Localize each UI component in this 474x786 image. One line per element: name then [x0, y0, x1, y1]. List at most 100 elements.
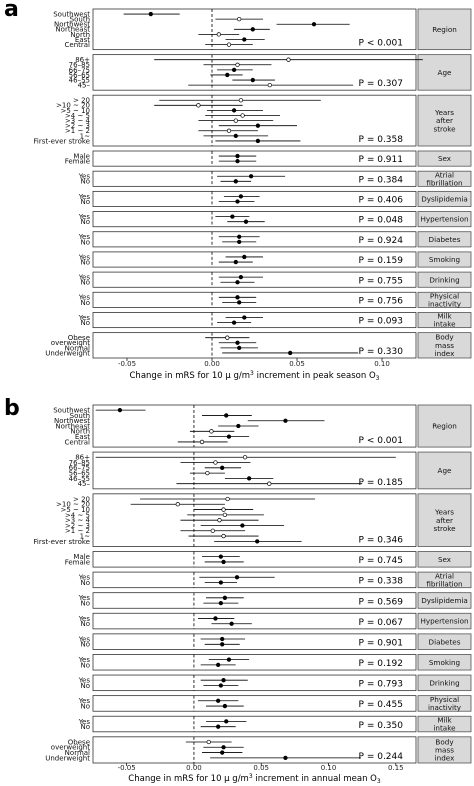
point-estimate-filled [240, 523, 245, 528]
row-label: No [80, 702, 90, 710]
strip-label: index [435, 349, 455, 358]
group-strip [417, 332, 472, 359]
strip-label: Years [434, 508, 454, 517]
row-label: East [75, 433, 90, 441]
group-frame [92, 190, 417, 207]
group-strip [417, 695, 472, 712]
p-value: P = 0.330 [359, 347, 404, 357]
group-frame [92, 654, 417, 671]
panel-label: a [4, 0, 19, 22]
point-estimate-filled [235, 280, 240, 285]
group-strip [417, 8, 472, 51]
row-label: Northeast [55, 26, 90, 34]
row-label: No [80, 258, 90, 266]
strip-label: Milk [437, 312, 452, 321]
strip-label: Age [438, 466, 452, 475]
point-estimate-filled [221, 559, 226, 565]
strip-label: Drinking [429, 275, 459, 284]
point-estimate-open [205, 470, 210, 476]
point-estimate-filled [238, 194, 244, 199]
x-axis: -0.05 0.00 0.05 0.10 Change in mRS for 10 μ … [118, 358, 390, 382]
group-strip [417, 715, 472, 733]
forest-panel-b: b RegionSouthwestSouthNorthwestNortheastN… [4, 396, 472, 785]
x-axis: -0.05 0.00 0.05 0.10 0.15 Change in mRS for 1… [118, 763, 404, 785]
p-value: P = 0.159 [359, 256, 404, 266]
point-estimate-filled [237, 239, 242, 245]
row-label: overweight [51, 744, 90, 752]
panel-label: b [4, 396, 20, 421]
x-axis-title-part: increment in annual mean O [253, 774, 377, 784]
group-frame [92, 271, 417, 288]
point-estimate-filled [233, 133, 238, 139]
x-axis-title-sub: 3 [377, 778, 381, 785]
x-tick-label: 0.15 [388, 764, 404, 772]
x-axis-title-part: Change in mRS for 10 μ g/m [128, 774, 249, 784]
row-label: 86+ [75, 454, 90, 462]
row-label: No [80, 600, 90, 608]
row-label: Southwest [53, 407, 90, 415]
point-estimate-filled [237, 345, 242, 351]
row-label: Yes [78, 697, 91, 705]
strip-label: Body [435, 737, 454, 746]
row-label: Northeast [55, 422, 90, 430]
point-estimate-filled [213, 616, 218, 621]
point-estimate-open [226, 128, 232, 133]
row-label: First-ever stroke [33, 137, 90, 145]
group-frame [92, 211, 417, 228]
group-frame [92, 170, 417, 187]
group-strip [417, 654, 472, 671]
strip-label: Drinking [429, 678, 459, 687]
group-frame [92, 291, 417, 308]
x-tick-label: 0.05 [253, 764, 269, 772]
point-estimate-filled [231, 108, 237, 113]
point-estimate-filled [230, 214, 235, 219]
point-estimate-open [267, 481, 272, 486]
p-value: P = 0.244 [359, 752, 404, 762]
point-estimate-filled [218, 580, 224, 585]
p-value: P < 0.001 [359, 436, 403, 446]
strip-label: Dyslipidemia [421, 195, 467, 204]
point-estimate-filled [242, 254, 247, 260]
point-estimate-filled [283, 755, 288, 761]
strip-label: inactivity [428, 703, 462, 712]
row-label: First-ever stroke [33, 538, 90, 546]
p-value: P = 0.338 [359, 577, 404, 587]
x-tick-label: 0.05 [289, 360, 305, 368]
group-region: Region SouthwestSouthNorthwestNortheastNo… [53, 404, 472, 448]
row-label: >2 ~ 3 [65, 122, 90, 130]
group-strip [417, 633, 472, 650]
p-value: P = 0.350 [359, 721, 404, 731]
forest-panel-a: aRegionSouthwestSouthNorthwestNortheastN… [4, 0, 472, 382]
strip-label: Sex [438, 154, 452, 163]
point-estimate-filled [235, 199, 240, 204]
row-label: Yes [78, 574, 91, 582]
row-label: 66–75 [69, 464, 90, 472]
group-frame [92, 312, 417, 329]
group-frame [92, 715, 417, 733]
strip-label: Physical [430, 695, 459, 704]
row-label: No [80, 579, 90, 587]
point-estimate-filled [311, 22, 317, 27]
point-estimate-filled [225, 72, 230, 78]
row-label: Obese [68, 738, 90, 746]
row-label: Yes [78, 314, 91, 322]
p-value: P = 0.346 [359, 536, 404, 546]
point-estimate-filled [224, 413, 229, 418]
point-estimate-filled [229, 621, 234, 626]
point-estimate-filled [235, 158, 240, 164]
row-label: >3 ~ 4 [65, 117, 91, 125]
group-frame [92, 571, 417, 589]
strip-label: Hypertension [420, 215, 468, 224]
point-estimate-filled [288, 350, 293, 356]
point-estimate-filled [218, 554, 224, 559]
p-value: P = 0.384 [359, 175, 404, 185]
row-label: 66–75 [69, 66, 90, 74]
row-label: Underweight [45, 754, 90, 762]
row-label: 45– [78, 480, 91, 488]
x-tick-label: -0.05 [118, 360, 136, 368]
